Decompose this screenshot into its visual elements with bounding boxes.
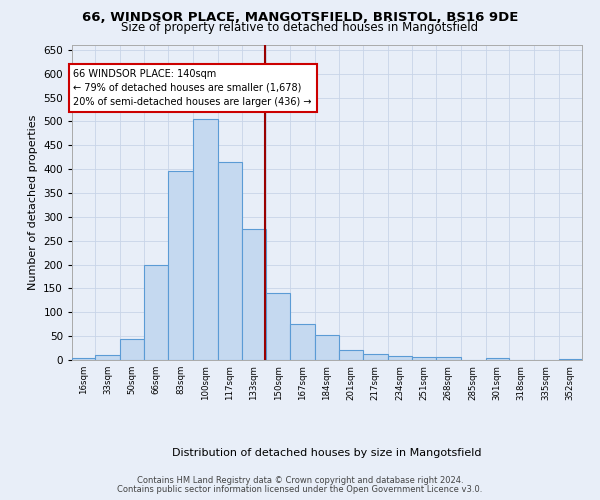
Text: 318sqm: 318sqm xyxy=(517,364,526,400)
Bar xyxy=(218,162,242,360)
Text: 301sqm: 301sqm xyxy=(493,364,502,400)
Bar xyxy=(95,355,120,360)
Bar xyxy=(340,350,363,360)
Text: 133sqm: 133sqm xyxy=(250,364,259,400)
Text: 285sqm: 285sqm xyxy=(469,364,478,400)
Text: Contains public sector information licensed under the Open Government Licence v3: Contains public sector information licen… xyxy=(118,485,482,494)
Text: 167sqm: 167sqm xyxy=(298,364,307,400)
Text: 184sqm: 184sqm xyxy=(323,364,331,400)
Bar xyxy=(266,293,290,360)
Text: 16sqm: 16sqm xyxy=(79,364,88,394)
Bar xyxy=(120,338,143,360)
Text: 201sqm: 201sqm xyxy=(347,364,356,400)
Bar xyxy=(314,335,340,360)
Text: 117sqm: 117sqm xyxy=(226,364,235,400)
Text: 100sqm: 100sqm xyxy=(201,364,210,400)
Bar xyxy=(143,264,169,360)
Text: 352sqm: 352sqm xyxy=(566,364,575,400)
Bar xyxy=(363,354,388,360)
Bar xyxy=(559,358,582,360)
Text: Size of property relative to detached houses in Mangotsfield: Size of property relative to detached ho… xyxy=(121,21,479,34)
Bar xyxy=(193,119,218,360)
Bar xyxy=(436,357,461,360)
Text: 150sqm: 150sqm xyxy=(274,364,283,400)
Text: 251sqm: 251sqm xyxy=(419,364,428,400)
Bar xyxy=(485,358,509,360)
Bar xyxy=(412,356,436,360)
Bar xyxy=(242,229,266,360)
Text: 66, WINDSOR PLACE, MANGOTSFIELD, BRISTOL, BS16 9DE: 66, WINDSOR PLACE, MANGOTSFIELD, BRISTOL… xyxy=(82,11,518,24)
Text: 66 WINDSOR PLACE: 140sqm
← 79% of detached houses are smaller (1,678)
20% of sem: 66 WINDSOR PLACE: 140sqm ← 79% of detach… xyxy=(73,69,312,107)
Bar xyxy=(290,324,314,360)
Y-axis label: Number of detached properties: Number of detached properties xyxy=(28,115,38,290)
Text: 217sqm: 217sqm xyxy=(371,364,380,400)
Text: 234sqm: 234sqm xyxy=(395,364,404,400)
Text: Distribution of detached houses by size in Mangotsfield: Distribution of detached houses by size … xyxy=(172,448,482,458)
Text: 335sqm: 335sqm xyxy=(542,364,551,400)
Text: 50sqm: 50sqm xyxy=(127,364,136,394)
Text: 268sqm: 268sqm xyxy=(444,364,453,400)
Bar xyxy=(388,356,412,360)
Text: 66sqm: 66sqm xyxy=(152,364,161,394)
Text: Contains HM Land Registry data © Crown copyright and database right 2024.: Contains HM Land Registry data © Crown c… xyxy=(137,476,463,485)
Text: 33sqm: 33sqm xyxy=(103,364,112,394)
Bar xyxy=(169,172,193,360)
Text: 83sqm: 83sqm xyxy=(176,364,185,394)
Bar xyxy=(72,358,95,360)
